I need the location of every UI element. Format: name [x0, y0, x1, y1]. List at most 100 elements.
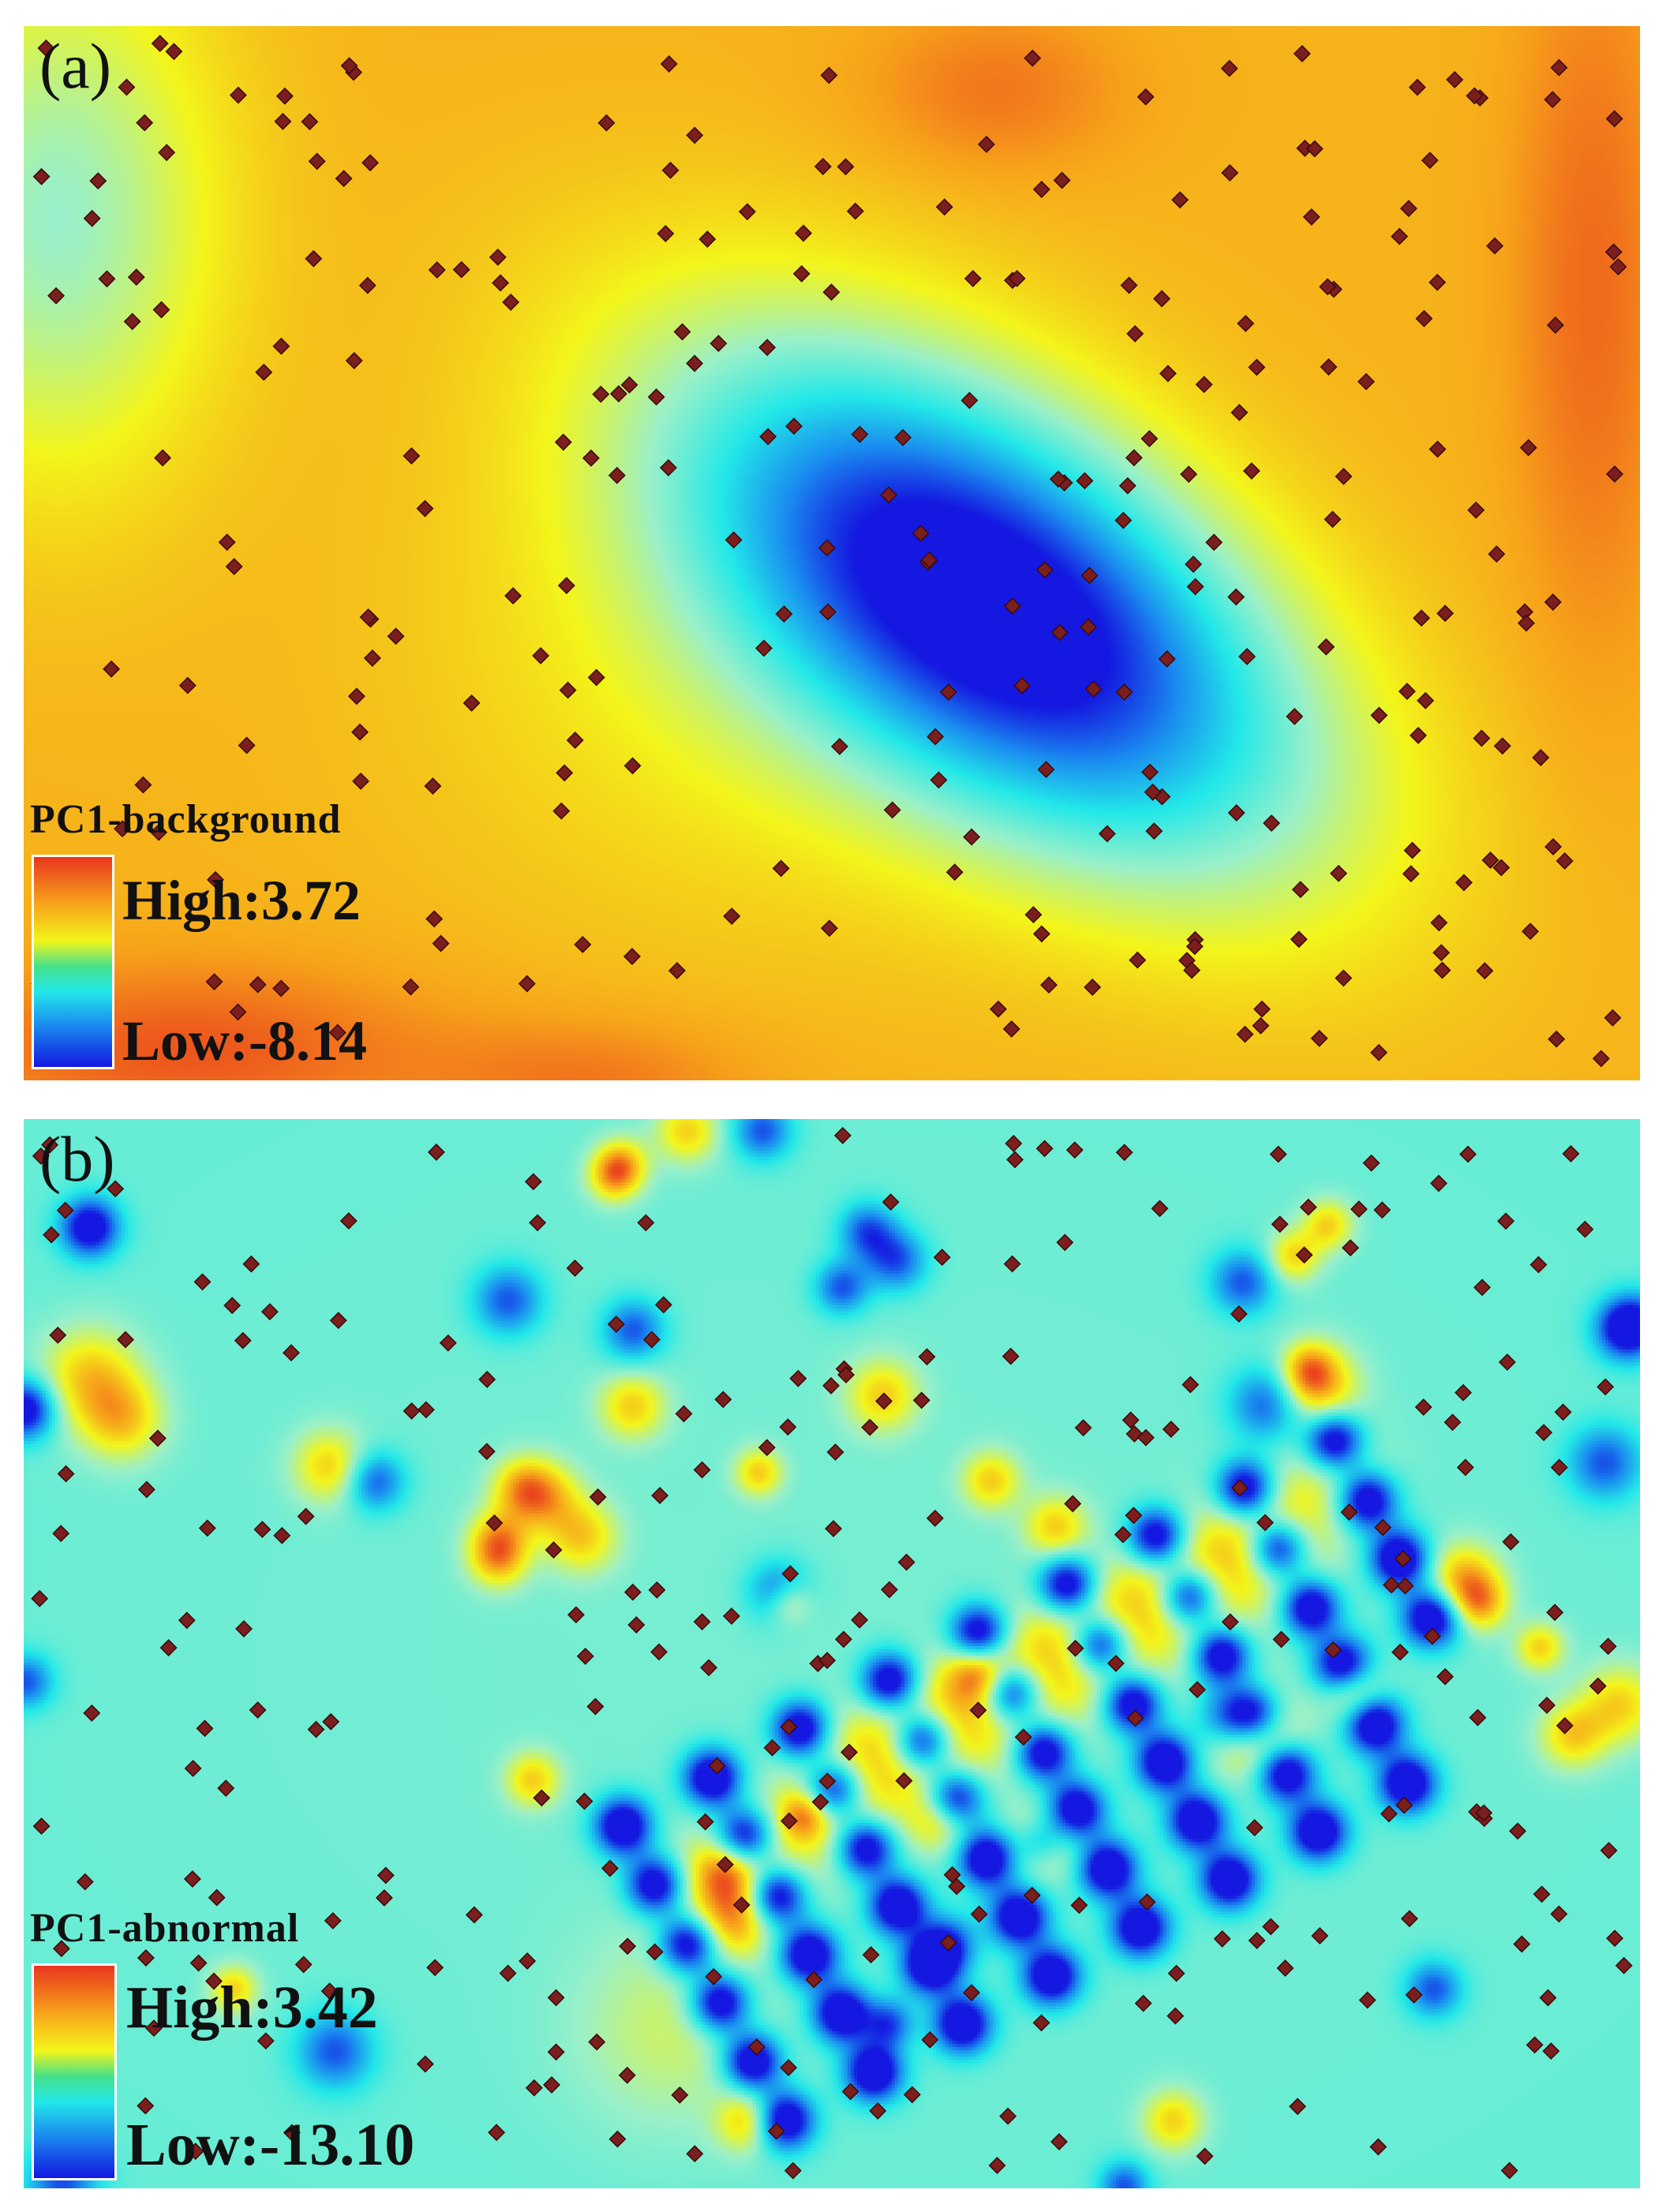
diamond-icon: [1050, 2133, 1068, 2150]
diamond-icon: [927, 728, 945, 746]
diamond-icon: [767, 2122, 785, 2140]
diamond-icon: [1230, 1305, 1248, 1323]
diamond-icon: [1410, 726, 1427, 744]
diamond-icon: [272, 337, 290, 355]
diamond-icon: [1395, 1796, 1414, 1814]
diamond-icon: [1398, 683, 1416, 701]
diamond-icon: [57, 1465, 75, 1483]
diamond-icon: [159, 1639, 178, 1656]
diamond-icon: [948, 1877, 966, 1896]
diamond-icon: [851, 425, 869, 444]
diamond-icon: [83, 209, 101, 227]
diamond-icon: [235, 1620, 253, 1637]
diamond-icon: [1597, 1378, 1615, 1396]
diamond-icon: [1291, 881, 1309, 899]
diamond-icon: [963, 828, 981, 846]
diamond-icon: [545, 1541, 563, 1559]
diamond-icon: [352, 772, 370, 790]
diamond-icon: [1473, 729, 1491, 747]
diamond-icon: [1286, 707, 1304, 725]
diamond-icon: [1319, 278, 1337, 296]
diamond-icon: [608, 466, 626, 485]
diamond-icon: [1546, 316, 1564, 334]
diamond-icon: [359, 608, 377, 626]
diamond-icon: [1370, 1043, 1388, 1061]
diamond-icon: [875, 1392, 893, 1410]
diamond-icon: [403, 447, 421, 465]
diamond-icon: [822, 1376, 840, 1394]
diamond-icon: [1002, 1020, 1020, 1038]
diamond-icon: [1295, 1246, 1313, 1264]
diamond-icon: [841, 1743, 858, 1761]
diamond-icon: [375, 1888, 393, 1907]
diamond-icon: [556, 764, 574, 782]
diamond-icon: [962, 1984, 980, 2002]
diamond-icon: [452, 260, 470, 279]
legend-high-label: High:3.42: [126, 1974, 378, 2041]
diamond-icon: [1181, 1375, 1200, 1394]
diamond-icon: [780, 2059, 798, 2077]
diamond-icon: [1402, 865, 1420, 883]
diamond-icon: [1488, 545, 1506, 563]
diamond-icon: [747, 2038, 766, 2056]
diamond-icon: [136, 114, 154, 132]
diamond-icon: [880, 1581, 898, 1599]
diamond-icon: [1126, 324, 1144, 342]
diamond-icon: [1430, 1174, 1447, 1192]
diamond-icon: [623, 948, 641, 965]
diamond-icon: [588, 2033, 606, 2051]
diamond-icon: [589, 1488, 607, 1506]
diamond-icon: [705, 1967, 723, 1986]
diamond-icon: [1391, 1643, 1410, 1661]
diamond-icon: [52, 1525, 70, 1543]
diamond-icon: [637, 1214, 655, 1232]
diamond-icon: [178, 676, 197, 694]
diamond-icon: [117, 1331, 134, 1349]
diamond-icon: [301, 113, 319, 131]
diamond-icon: [1475, 1804, 1493, 1822]
diamond-icon: [193, 1273, 212, 1291]
diamond-icon: [274, 112, 292, 130]
diamond-icon: [818, 539, 836, 557]
diamond-icon: [329, 1312, 347, 1330]
diamond-icon: [1533, 1885, 1551, 1903]
diamond-icon: [196, 1720, 214, 1738]
diamond-icon: [198, 1519, 216, 1537]
diamond-icon: [592, 385, 610, 403]
diamond-icon: [675, 1405, 693, 1423]
diamond-icon: [518, 975, 536, 993]
diamond-icon: [964, 270, 982, 287]
diamond-icon: [784, 2161, 802, 2180]
diamond-icon: [205, 1972, 223, 1990]
diamond-icon: [587, 668, 605, 687]
diamond-icon: [351, 723, 369, 741]
diamond-icon: [1144, 783, 1162, 801]
diamond-icon: [1428, 440, 1447, 458]
diamond-icon: [1554, 1403, 1572, 1421]
diamond-icon: [671, 2086, 689, 2104]
diamond-icon: [1311, 1927, 1329, 1944]
diamond-icon: [920, 551, 938, 569]
diamond-icon: [1399, 200, 1417, 218]
diamond-icon: [1136, 88, 1155, 106]
diamond-icon: [1324, 1641, 1342, 1659]
diamond-icon: [1609, 258, 1627, 276]
diamond-icon: [820, 66, 838, 84]
diamond-icon: [499, 1964, 517, 1982]
diamond-icon: [861, 1418, 879, 1436]
diamond-icon: [820, 919, 838, 938]
diamond-icon: [165, 43, 183, 61]
diamond-icon: [988, 2157, 1006, 2174]
diamond-icon: [559, 681, 577, 699]
diamond-icon: [49, 1326, 67, 1344]
diamond-icon: [830, 737, 848, 755]
diamond-icon: [137, 1949, 155, 1967]
diamond-icon: [1342, 1239, 1360, 1257]
diamond-icon: [152, 301, 170, 319]
diamond-icon: [52, 1940, 70, 1958]
panel-label: (b): [39, 1123, 115, 1195]
diamond-icon: [1548, 1030, 1566, 1048]
diamond-icon: [439, 1334, 457, 1352]
diamond-icon: [1032, 181, 1050, 198]
diamond-icon: [601, 1859, 619, 1877]
